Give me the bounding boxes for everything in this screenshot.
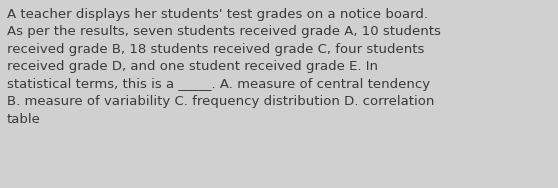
Text: A teacher displays her students' test grades on a notice board.
As per the resul: A teacher displays her students' test gr… bbox=[7, 8, 441, 126]
